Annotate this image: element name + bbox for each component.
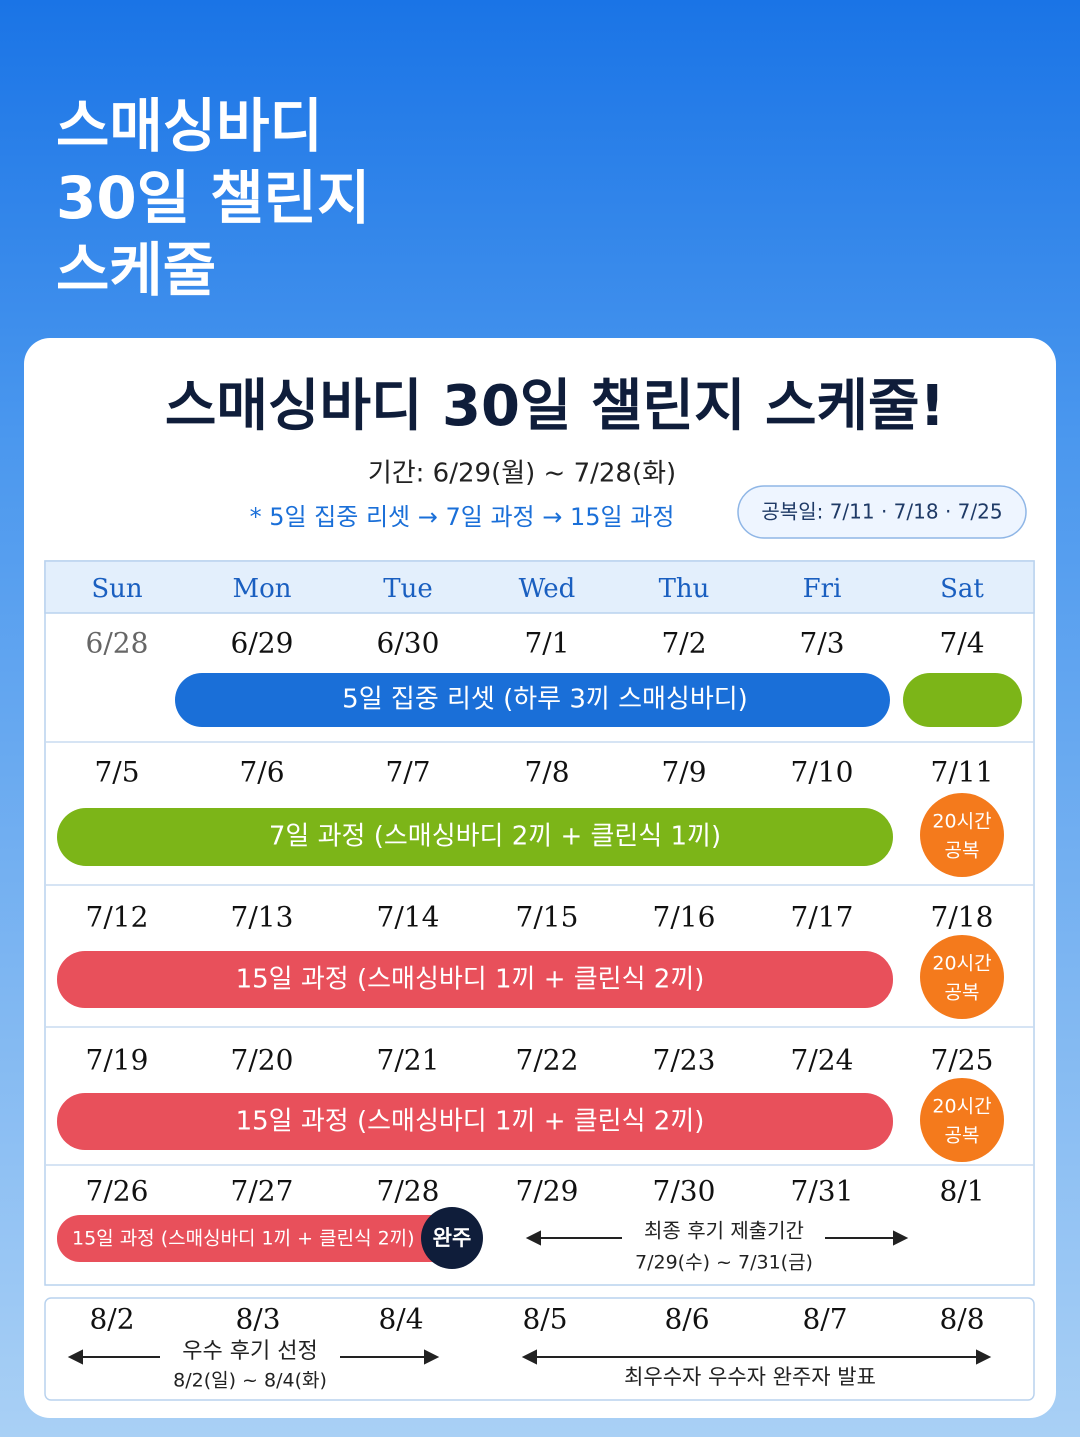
badge-text: 공복 (945, 840, 980, 862)
fast-badge (920, 935, 1004, 1019)
arrow-head (67, 1349, 83, 1365)
bar-label: 15일 과정 (스매싱바디 1끼 + 클린식 2끼) (236, 965, 705, 995)
date: 7/18 (931, 901, 994, 934)
review-dates: 8/2(일) ~ 8/4(화) (173, 1370, 327, 1392)
date: 8/2 (89, 1303, 134, 1336)
weekday: Wed (519, 574, 576, 604)
fast-badge (920, 793, 1004, 877)
review: 우수 후기 선정 (182, 1339, 317, 1364)
course-bar (57, 808, 893, 866)
bar-label: 15일 과정 (스매싱바디 1끼 + 클린식 2끼) (236, 1107, 705, 1137)
date: 7/2 (661, 627, 706, 660)
extra-row (44, 1297, 1035, 1401)
date: 7/12 (86, 901, 149, 934)
date: 7/11 (931, 756, 994, 789)
weekday: Sun (91, 574, 143, 604)
arrow-head (976, 1349, 992, 1365)
bar-label: 5일 집중 리셋 (하루 3끼 스매싱바디) (342, 685, 748, 715)
date: 7/21 (377, 1044, 440, 1077)
weekday: Sat (940, 574, 984, 604)
card-title: 스매싱바디 30일 챌린지 스케줄! (165, 374, 945, 439)
date: 7/9 (661, 756, 706, 789)
date: 7/28 (377, 1175, 440, 1208)
weekday: Tue (383, 574, 432, 604)
header-title: 스케줄 (56, 236, 216, 304)
weekday: Fri (803, 574, 842, 604)
date: 7/4 (939, 627, 984, 660)
date: 8/3 (235, 1303, 280, 1336)
course-bar (57, 1093, 893, 1150)
date: 7/22 (516, 1044, 579, 1077)
date: 7/17 (791, 901, 854, 934)
date: 7/23 (653, 1044, 716, 1077)
note-dates: 7/29(수) ~ 7/31(금) (635, 1252, 813, 1274)
date: 7/15 (516, 901, 579, 934)
date: 8/5 (522, 1303, 567, 1336)
arrow-head (525, 1230, 541, 1246)
badge-text: 20시간 (932, 1096, 991, 1118)
bar-label: 7일 과정 (스매싱바디 2끼 + 클린식 1끼) (269, 822, 721, 852)
announce: 최우수자 우수자 완주자 발표 (624, 1365, 876, 1389)
date: 6/28 (86, 627, 149, 660)
date: 8/6 (664, 1303, 709, 1336)
rest-pill (737, 485, 1027, 539)
note: 최종 후기 제출기간 (644, 1219, 804, 1243)
date: 7/29 (516, 1175, 579, 1208)
date: 7/26 (86, 1175, 149, 1208)
arrow-head (893, 1230, 909, 1246)
badge-text: 20시간 (932, 811, 991, 833)
weekday-row (44, 560, 1035, 614)
date: 7/10 (791, 756, 854, 789)
finish-badge (421, 1207, 483, 1269)
date: 7/3 (799, 627, 844, 660)
flow: * 5일 집중 리셋 → 7일 과정 → 15일 과정 (250, 503, 675, 531)
date: 6/30 (377, 627, 440, 660)
header-title: 스매싱바디 (56, 92, 323, 160)
course-bar (57, 1215, 467, 1262)
date: 7/30 (653, 1175, 716, 1208)
header-title: 30일 챌린지 (56, 164, 370, 232)
rest-days: 공복일: 7/11 · 7/18 · 7/25 (761, 500, 1002, 524)
bar-label: 15일 과정 (스매싱바디 1끼 + 클린식 2끼) (72, 1228, 415, 1250)
date: 7/31 (791, 1175, 854, 1208)
date: 8/4 (378, 1303, 423, 1336)
badge-text: 공복 (945, 982, 980, 1004)
badge-text: 공복 (945, 1125, 980, 1147)
green-pill (903, 673, 1022, 727)
date: 7/8 (524, 756, 569, 789)
finish-label: 완주 (433, 1226, 472, 1250)
badge-text: 20시간 (932, 953, 991, 975)
date: 7/13 (231, 901, 294, 934)
period: 기간: 6/29(월) ~ 7/28(화) (368, 459, 676, 489)
date: 8/7 (802, 1303, 847, 1336)
date: 7/27 (231, 1175, 294, 1208)
date: 7/20 (231, 1044, 294, 1077)
date: 7/5 (94, 756, 139, 789)
date: 7/1 (524, 627, 569, 660)
arrow-head (521, 1349, 537, 1365)
date: 7/24 (791, 1044, 854, 1077)
date: 7/19 (86, 1044, 149, 1077)
date: 7/16 (653, 901, 716, 934)
date: 8/8 (939, 1303, 984, 1336)
weekday: Thu (659, 574, 710, 604)
weekday: Mon (232, 574, 291, 604)
reset-bar (175, 673, 890, 727)
arrow-head (424, 1349, 440, 1365)
fast-badge (920, 1078, 1004, 1162)
date: 6/29 (231, 627, 294, 660)
date: 7/25 (931, 1044, 994, 1077)
date: 7/7 (385, 756, 430, 789)
date: 8/1 (939, 1175, 984, 1208)
course-bar (57, 951, 893, 1008)
date: 7/6 (239, 756, 284, 789)
date: 7/14 (377, 901, 440, 934)
